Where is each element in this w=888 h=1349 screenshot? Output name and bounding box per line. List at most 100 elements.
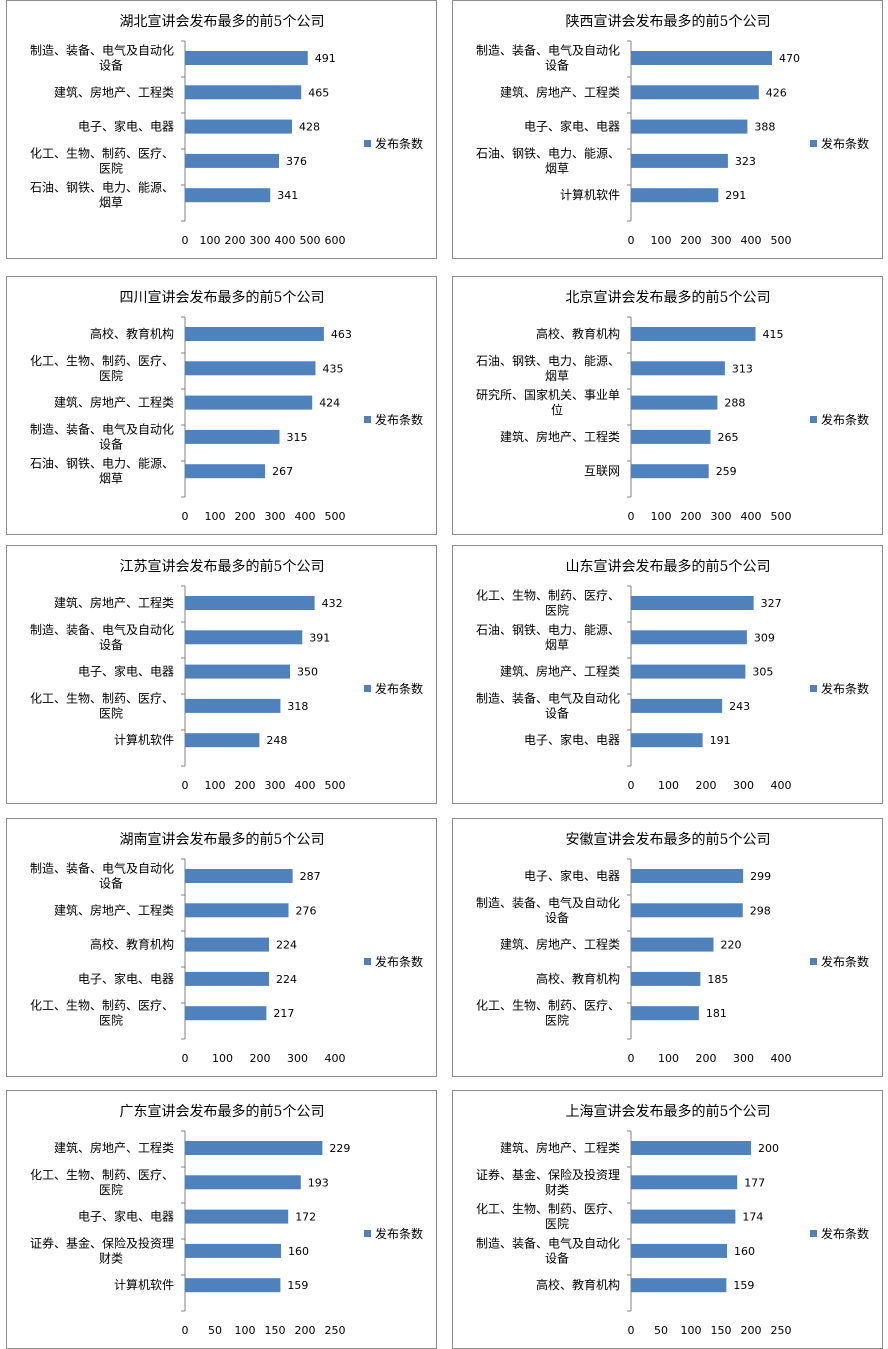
data-label: 160 (734, 1245, 755, 1258)
x-tick-label: 0 (182, 1052, 189, 1065)
x-tick-label: 200 (250, 1052, 271, 1065)
x-tick-label: 100 (658, 1052, 679, 1065)
legend-label: 发布条数 (821, 412, 869, 427)
x-tick-label: 100 (205, 779, 226, 792)
category-label: 研究所、国家机关、事业单位 (476, 387, 620, 417)
bar (631, 395, 718, 410)
x-tick-label: 300 (265, 779, 286, 792)
data-label: 229 (329, 1142, 350, 1155)
chart-4: 北京宣讲会发布最多的前5个公司 415 高校、教育机构 313 石油、钢铁、电力、能源、… (452, 276, 883, 535)
legend-label: 发布条数 (375, 1226, 423, 1241)
data-label: 341 (277, 189, 298, 202)
bar (185, 188, 271, 203)
x-tick-label: 100 (681, 1324, 702, 1337)
data-label: 305 (752, 666, 773, 679)
x-tick-label: 150 (711, 1324, 732, 1337)
data-label: 350 (297, 666, 318, 679)
category-label: 电子、家电、电器 (78, 1209, 174, 1224)
data-label: 159 (733, 1279, 754, 1292)
x-tick-label: 100 (200, 234, 221, 247)
category-label: 高校、教育机构 (90, 937, 174, 952)
legend-swatch (364, 140, 371, 147)
chart-9: 广东宣讲会发布最多的前5个公司 229 建筑、房地产、工程类 193 化工、生物、制药、… (6, 1090, 437, 1349)
category-label: 石油、钢铁、电力、能源、烟草 (30, 457, 174, 486)
x-tick-label: 100 (205, 510, 226, 523)
category-label: 计算机软件 (114, 1277, 174, 1292)
data-label: 428 (299, 121, 320, 134)
legend-label: 发布条数 (375, 412, 423, 427)
bar (185, 464, 266, 479)
legend-swatch (810, 140, 817, 147)
legend-label: 发布条数 (375, 954, 423, 969)
bar (185, 395, 313, 410)
category-label: 制造、装备、电气及自动化设备 (476, 690, 620, 720)
legend-swatch (810, 685, 817, 692)
bar (631, 596, 754, 610)
x-tick-label: 300 (287, 1052, 308, 1065)
x-tick-label: 200 (696, 1052, 717, 1065)
x-tick-label: 200 (681, 234, 702, 247)
x-tick-label: 200 (225, 234, 246, 247)
chart-3-svg: 四川宣讲会发布最多的前5个公司 463 高校、教育机构 435 化工、生物、制药、医疗、… (30, 289, 423, 523)
data-label: 177 (744, 1176, 765, 1189)
x-tick-label: 400 (325, 1052, 346, 1065)
x-tick-label: 200 (696, 779, 717, 792)
chart-10: 上海宣讲会发布最多的前5个公司 200 建筑、房地产、工程类 177 证券、基金、保险及… (452, 1090, 883, 1349)
bar (185, 596, 315, 610)
bar (631, 327, 756, 341)
bar (185, 1243, 281, 1258)
category-label: 化工、生物、制药、医疗、医院 (30, 691, 174, 720)
chart-title: 湖南宣讲会发布最多的前5个公司 (120, 831, 325, 848)
bar (185, 869, 293, 883)
data-label: 327 (761, 597, 782, 610)
data-label: 181 (706, 1007, 727, 1020)
x-tick-label: 0 (628, 234, 635, 247)
bar (185, 630, 303, 645)
bar (631, 664, 746, 679)
bar (185, 153, 279, 168)
category-label: 计算机软件 (114, 732, 174, 747)
category-label: 建筑、房地产、工程类 (54, 395, 174, 410)
data-label: 313 (732, 362, 753, 375)
bar (185, 698, 281, 713)
data-label: 259 (716, 465, 737, 478)
x-tick-label: 200 (741, 1324, 762, 1337)
bar (631, 1209, 736, 1224)
legend-swatch (364, 1230, 371, 1237)
category-label: 制造、装备、电气及自动化设备 (30, 43, 174, 73)
data-label: 323 (735, 155, 756, 168)
data-label: 291 (725, 189, 746, 202)
chart-title: 北京宣讲会发布最多的前5个公司 (566, 289, 771, 306)
chart-10-svg: 上海宣讲会发布最多的前5个公司 200 建筑、房地产、工程类 177 证券、基金、保险及… (476, 1103, 869, 1337)
chart-title: 山东宣讲会发布最多的前5个公司 (566, 558, 771, 575)
data-label: 265 (718, 431, 739, 444)
chart-1: 湖北宣讲会发布最多的前5个公司 491 制造、装备、电气及自动化设备 465 建筑、房地… (6, 0, 437, 259)
data-label: 220 (721, 939, 742, 952)
bar (631, 869, 744, 883)
x-tick-label: 300 (733, 779, 754, 792)
category-label: 建筑、房地产、工程类 (500, 937, 620, 952)
x-tick-label: 50 (654, 1324, 668, 1337)
category-label: 建筑、房地产、工程类 (500, 664, 620, 679)
bar (631, 733, 703, 748)
x-tick-label: 200 (235, 779, 256, 792)
x-tick-label: 200 (681, 510, 702, 523)
chart-8-svg: 安徽宣讲会发布最多的前5个公司 299 电子、家电、电器 298 制造、装备、电气及自动… (476, 831, 869, 1065)
data-label: 309 (754, 631, 775, 644)
bar (185, 327, 324, 341)
chart-title: 广东宣讲会发布最多的前5个公司 (120, 1103, 325, 1120)
chart-title: 江苏宣讲会发布最多的前5个公司 (120, 558, 325, 575)
bar (185, 733, 260, 748)
data-label: 248 (266, 734, 287, 747)
category-label: 计算机软件 (560, 187, 620, 202)
legend-swatch (364, 958, 371, 965)
category-label: 建筑、房地产、工程类 (500, 84, 620, 99)
chart-title: 湖北宣讲会发布最多的前5个公司 (120, 13, 325, 30)
category-label: 高校、教育机构 (536, 326, 620, 341)
bar (185, 1006, 267, 1021)
bar (185, 1209, 289, 1224)
legend-label: 发布条数 (821, 1226, 869, 1241)
legend-swatch (810, 958, 817, 965)
data-label: 432 (322, 597, 343, 610)
bar (185, 1278, 281, 1293)
